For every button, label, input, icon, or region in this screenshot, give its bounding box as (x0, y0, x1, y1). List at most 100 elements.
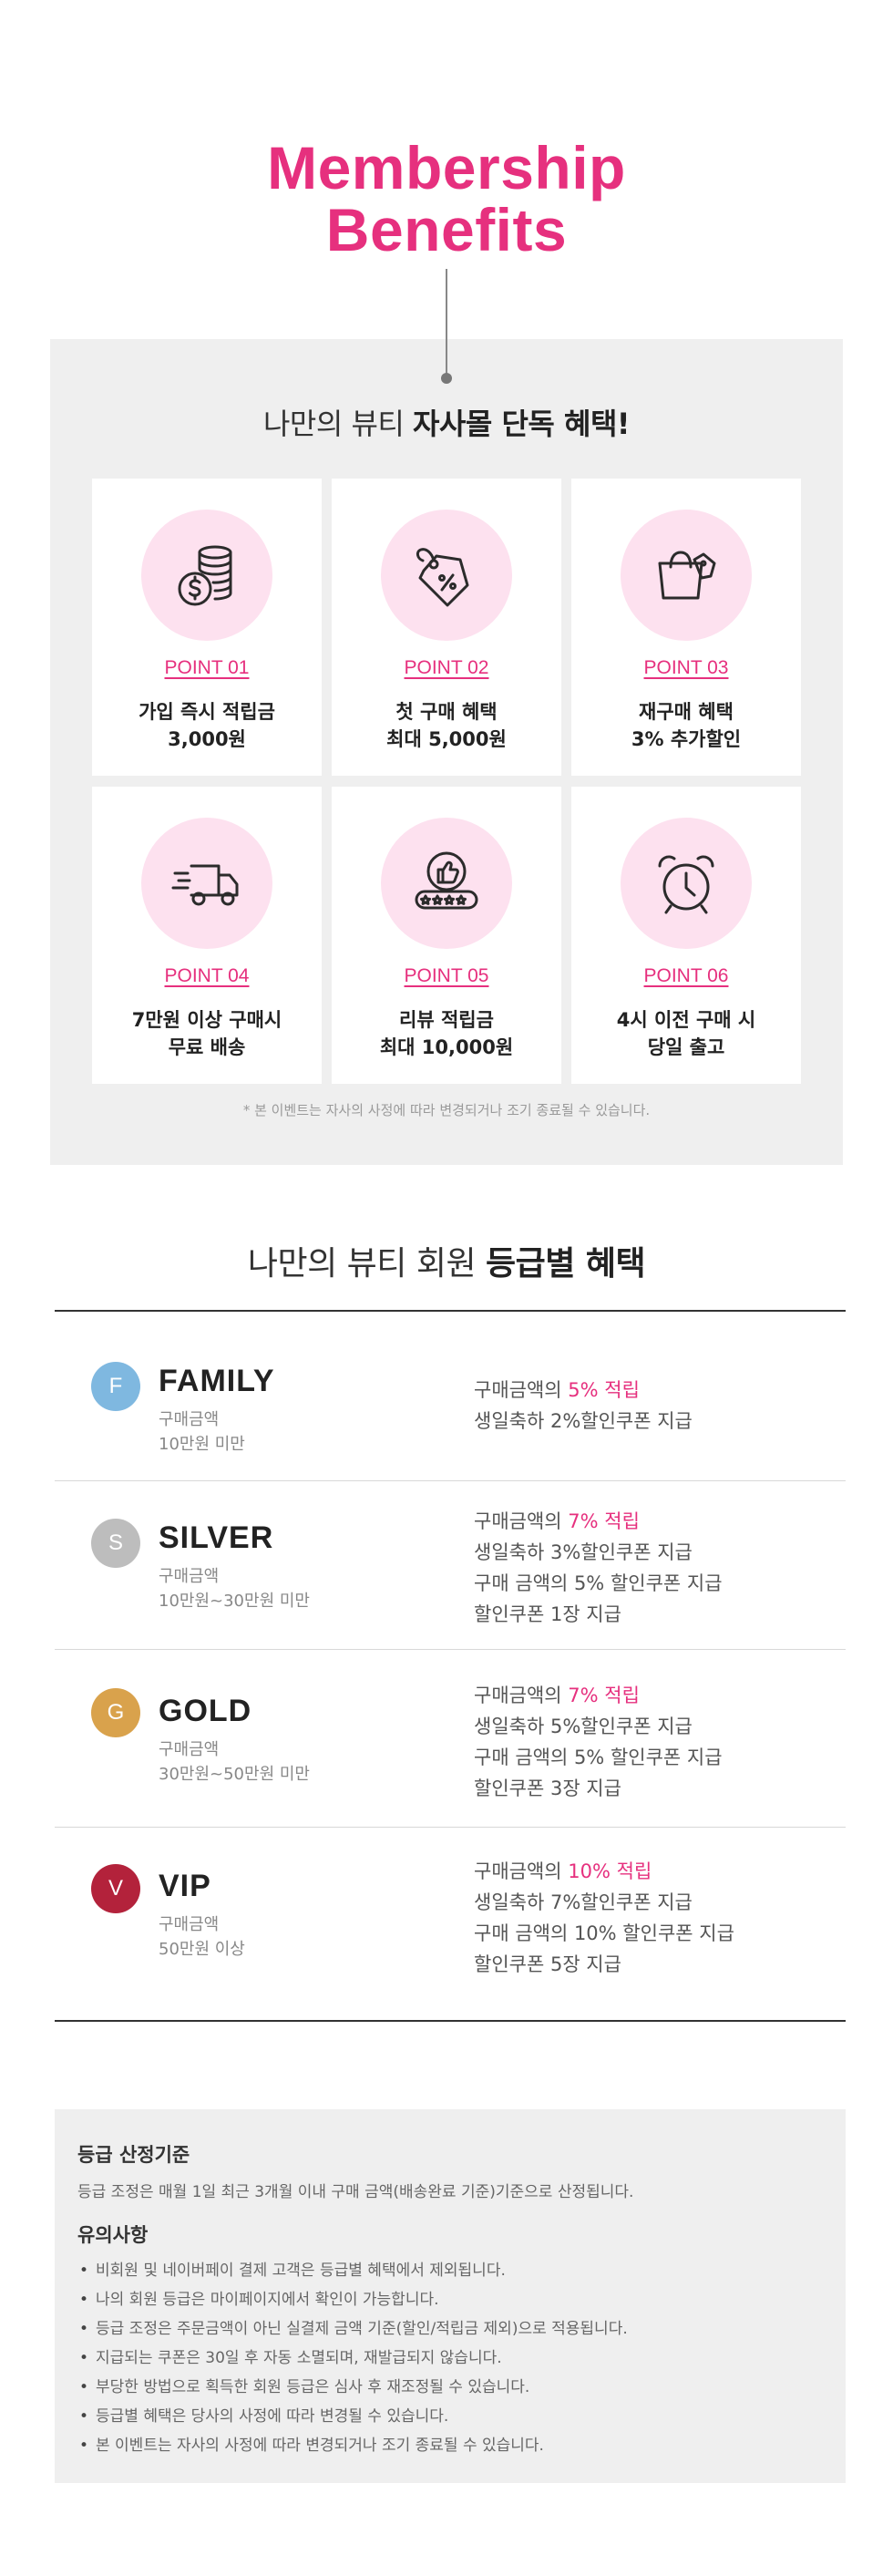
alarm-clock-icon (658, 855, 714, 914)
list-item: 부당한 방법으로 획득한 회원 등급은 심사 후 재조정될 수 있습니다. (77, 2373, 628, 2402)
title-line-2: Benefits (325, 196, 568, 263)
card-value: 3,000원 (168, 728, 246, 750)
benefit-card-1: POINT 01 가입 즉시 적립금 3,000원 (92, 479, 322, 776)
point-label: POINT 04 (164, 965, 250, 986)
connector-dot (441, 373, 452, 384)
list-item: 등급 조정은 주문금액이 아닌 실결제 금액 기준(할인/적립금 제외)으로 적… (77, 2314, 628, 2344)
list-item: 지급되는 쿠폰은 30일 후 자동 소멸되며, 재발급되지 않습니다. (77, 2344, 628, 2373)
grade-condition-silver: 구매금액 10만원~30만원 미만 (159, 1564, 310, 1613)
benefit-prefix: 구매금액의 (474, 1379, 569, 1401)
grade-condition-label: 구매금액 (159, 1567, 220, 1586)
icon-circle (141, 818, 272, 949)
grade-benefits-vip: 구매금액의 10% 적립 생일축하 7%할인쿠폰 지급 구매 금액의 10% 할… (474, 1856, 734, 1980)
grade-condition-vip: 구매금액 50만원 이상 (159, 1912, 245, 1962)
grade-badge-gold: G (91, 1688, 140, 1737)
benefit-line: 생일축하 2%할인쿠폰 지급 (474, 1410, 693, 1432)
grade-condition-label: 구매금액 (159, 1915, 220, 1934)
grade-badge-vip: V (91, 1864, 140, 1913)
benefit-heading-light: 나만의 뷰티 (262, 407, 414, 441)
divider (55, 2020, 846, 2022)
icon-circle (621, 818, 752, 949)
grade-name-family: FAMILY (159, 1364, 275, 1398)
grade-name-gold: GOLD (159, 1694, 252, 1728)
icon-circle (381, 818, 512, 949)
benefit-line: 생일축하 5%할인쿠폰 지급 (474, 1716, 693, 1737)
benefit-panel: 나만의 뷰티 자사몰 단독 혜택! POINT 01 가입 즉시 적립금 3,0… (50, 339, 843, 1165)
point-label: POINT 01 (164, 657, 250, 678)
benefit-line: 구매 금액의 10% 할인쿠폰 지급 (474, 1922, 734, 1944)
card-title: 리뷰 적립금 (399, 1009, 494, 1031)
benefit-prefix: 구매금액의 (474, 1860, 569, 1882)
grade-condition-range: 50만원 이상 (159, 1940, 245, 1959)
caution-title: 유의사항 (77, 2224, 149, 2246)
divider (55, 1480, 846, 1481)
page-title: Membership Benefits (0, 137, 893, 261)
event-note: * 본 이벤트는 자사의 사정에 따라 변경되거나 조기 종료될 수 있습니다. (242, 1102, 651, 1118)
delivery-truck-icon (171, 864, 239, 906)
title-line-1: Membership (267, 134, 626, 201)
list-item: 비회원 및 네이버페이 결제 고객은 등급별 혜택에서 제외됩니다. (77, 2256, 628, 2285)
icon-circle (141, 510, 272, 641)
grade-badge-family: F (91, 1362, 140, 1411)
card-title: 재구매 혜택 (639, 701, 734, 723)
benefit-line: 구매 금액의 5% 할인쿠폰 지급 (474, 1572, 723, 1594)
point-label: POINT 03 (643, 657, 729, 678)
list-item: 나의 회원 등급은 마이페이지에서 확인이 가능합니다. (77, 2285, 628, 2314)
benefit-highlight: 10% 적립 (568, 1860, 652, 1882)
benefit-prefix: 구매금액의 (474, 1510, 569, 1532)
coins-icon (178, 545, 232, 606)
benefit-card-2: POINT 02 첫 구매 혜택 최대 5,000원 (332, 479, 561, 776)
benefit-line: 할인쿠폰 5장 지급 (474, 1953, 621, 1975)
point-label: POINT 05 (404, 965, 489, 986)
benefit-line: 생일축하 7%할인쿠폰 지급 (474, 1891, 693, 1913)
caution-list: 비회원 및 네이버페이 결제 고객은 등급별 혜택에서 제외됩니다. 나의 회원… (77, 2256, 628, 2460)
benefit-line: 할인쿠폰 3장 지급 (474, 1777, 621, 1799)
grade-condition-family: 구매금액 10만원 미만 (159, 1407, 245, 1457)
divider (55, 1310, 846, 1312)
point-label: POINT 06 (643, 965, 729, 986)
benefit-card-3: POINT 03 재구매 혜택 3% 추가할인 (571, 479, 801, 776)
grade-benefits-family: 구매금액의 5% 적립 생일축하 2%할인쿠폰 지급 (474, 1375, 693, 1437)
criteria-text: 등급 조정은 매월 1일 최근 3개월 이내 구매 금액(배송완료 기준)기준으… (77, 2183, 634, 2201)
grade-condition-range: 30만원~50만원 미만 (159, 1765, 310, 1784)
grade-condition-label: 구매금액 (159, 1740, 220, 1759)
criteria-title: 등급 산정기준 (77, 2144, 190, 2166)
grade-condition-label: 구매금액 (159, 1410, 220, 1429)
grade-condition-gold: 구매금액 30만원~50만원 미만 (159, 1737, 310, 1787)
benefit-highlight: 5% 적립 (568, 1379, 640, 1401)
benefit-line: 생일축하 3%할인쿠폰 지급 (474, 1541, 693, 1563)
shopping-bag-icon (658, 551, 716, 600)
card-title: 가입 즉시 적립금 (139, 701, 275, 723)
grade-benefits-silver: 구매금액의 7% 적립 생일축하 3%할인쿠폰 지급 구매 금액의 5% 할인쿠… (474, 1506, 723, 1630)
grade-badge-silver: S (91, 1519, 140, 1568)
grade-name-vip: VIP (159, 1869, 211, 1903)
benefit-highlight: 7% 적립 (568, 1510, 640, 1532)
benefit-card-5: POINT 05 리뷰 적립금 최대 10,000원 (332, 787, 561, 1084)
list-item: 본 이벤트는 자사의 사정에 따라 변경되거나 조기 종료될 수 있습니다. (77, 2431, 628, 2460)
icon-circle (381, 510, 512, 641)
icon-circle (621, 510, 752, 641)
discount-tag-icon (416, 548, 469, 607)
card-title: 첫 구매 혜택 (395, 701, 498, 723)
card-value: 최대 5,000원 (386, 728, 507, 750)
card-value: 당일 출고 (647, 1036, 725, 1058)
grade-name-silver: SILVER (159, 1520, 274, 1555)
benefit-line: 할인쿠폰 1장 지급 (474, 1603, 621, 1625)
divider (55, 1649, 846, 1650)
benefit-card-4: POINT 04 7만원 이상 구매시 무료 배송 (92, 787, 322, 1084)
divider (55, 1827, 846, 1828)
grade-benefits-gold: 구매금액의 7% 적립 생일축하 5%할인쿠폰 지급 구매 금액의 5% 할인쿠… (474, 1680, 723, 1804)
benefit-heading: 나만의 뷰티 자사몰 단독 혜택! (50, 401, 843, 443)
benefit-heading-bold: 자사몰 단독 혜택! (413, 407, 630, 441)
notice-box: 등급 산정기준 등급 조정은 매월 1일 최근 3개월 이내 구매 금액(배송완… (55, 2109, 846, 2483)
benefit-line: 구매 금액의 5% 할인쿠폰 지급 (474, 1747, 723, 1768)
connector-line (446, 269, 447, 376)
thumbs-up-review-icon (415, 851, 478, 910)
list-item: 등급별 혜택은 당사의 사정에 따라 변경될 수 있습니다. (77, 2402, 628, 2431)
card-value: 3% 추가할인 (631, 728, 742, 750)
card-title: 7만원 이상 구매시 (131, 1009, 282, 1031)
grade-condition-range: 10만원~30만원 미만 (159, 1592, 310, 1611)
grade-condition-range: 10만원 미만 (159, 1435, 245, 1454)
card-value: 무료 배송 (168, 1036, 246, 1058)
point-label: POINT 02 (404, 657, 489, 678)
